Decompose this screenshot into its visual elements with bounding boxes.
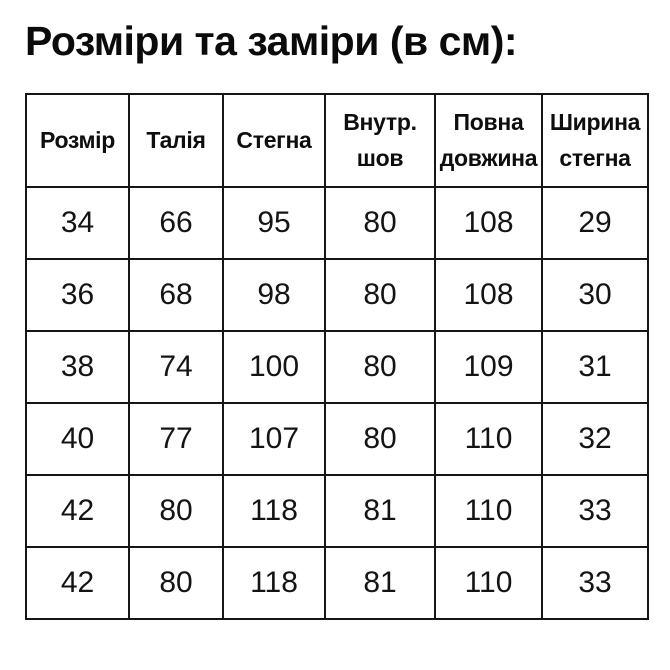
table-row: 34 66 95 80 108 29 [25, 186, 649, 261]
table-cell: 80 [324, 186, 436, 261]
size-chart-table: Розмір Талія Стегна Внутр. шов Повна дов… [25, 93, 649, 621]
column-header-waist: Талія [128, 93, 224, 189]
page-title: Розміри та заміри (в см): [25, 18, 518, 64]
table-row: 36 68 98 80 108 30 [25, 258, 649, 333]
table-row: 38 74 100 80 109 31 [25, 330, 649, 405]
column-header-inseam: Внутр. шов [324, 93, 436, 189]
table-cell: 30 [541, 258, 649, 333]
table-cell: 36 [25, 258, 130, 333]
table-cell: 68 [128, 258, 224, 333]
header-row: Розмір Талія Стегна Внутр. шов Повна дов… [25, 93, 649, 189]
table-cell: 118 [222, 546, 326, 621]
table-body: 34 66 95 80 108 29 36 68 98 80 108 30 38… [25, 186, 649, 621]
table-cell: 110 [434, 546, 543, 621]
table-cell: 100 [222, 330, 326, 405]
table-cell: 80 [128, 546, 224, 621]
table-cell: 33 [541, 474, 649, 549]
table-cell: 118 [222, 474, 326, 549]
table-cell: 108 [434, 258, 543, 333]
table-cell: 107 [222, 402, 326, 477]
table-row: 42 80 118 81 110 33 [25, 474, 649, 549]
table-cell: 42 [25, 546, 130, 621]
table-cell: 80 [324, 330, 436, 405]
table-cell: 108 [434, 186, 543, 261]
table-row: 42 80 118 81 110 33 [25, 546, 649, 621]
column-header-full-length: Повна довжина [434, 93, 543, 189]
table-cell: 95 [222, 186, 326, 261]
table-cell: 66 [128, 186, 224, 261]
table-header: Розмір Талія Стегна Внутр. шов Повна дов… [25, 93, 649, 189]
table-cell: 74 [128, 330, 224, 405]
table-cell: 80 [128, 474, 224, 549]
table-row: 40 77 107 80 110 32 [25, 402, 649, 477]
column-header-size: Розмір [25, 93, 130, 189]
table-cell: 31 [541, 330, 649, 405]
table-cell: 29 [541, 186, 649, 261]
table-cell: 32 [541, 402, 649, 477]
column-header-thigh-width: Ширина стегна [541, 93, 649, 189]
table-cell: 34 [25, 186, 130, 261]
table-cell: 42 [25, 474, 130, 549]
table-cell: 40 [25, 402, 130, 477]
table-cell: 80 [324, 402, 436, 477]
table-cell: 77 [128, 402, 224, 477]
column-header-hips: Стегна [222, 93, 326, 189]
table-cell: 110 [434, 474, 543, 549]
table-cell: 80 [324, 258, 436, 333]
table-cell: 81 [324, 546, 436, 621]
table-cell: 109 [434, 330, 543, 405]
table-cell: 33 [541, 546, 649, 621]
table-cell: 38 [25, 330, 130, 405]
table-cell: 81 [324, 474, 436, 549]
table-cell: 110 [434, 402, 543, 477]
table-cell: 98 [222, 258, 326, 333]
